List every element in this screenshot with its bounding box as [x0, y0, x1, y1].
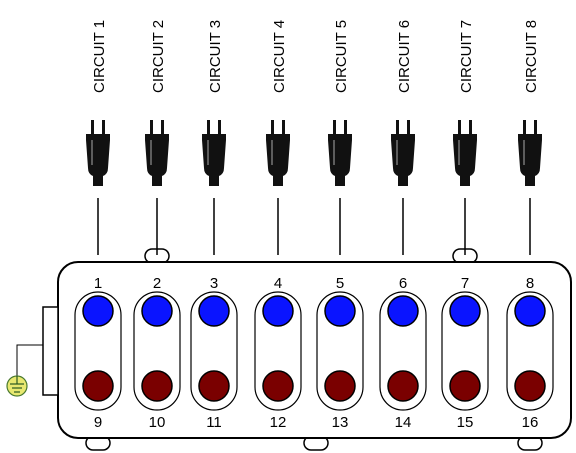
circuit-label: CIRCUIT 1 — [91, 20, 108, 93]
plug-prong — [534, 120, 537, 136]
plug-body — [328, 134, 352, 186]
plug-prong — [469, 120, 472, 136]
circuit-label: CIRCUIT 3 — [207, 20, 224, 93]
red-button — [387, 370, 419, 402]
socket-number-bottom: 13 — [332, 414, 349, 431]
socket-number-bottom: 11 — [206, 414, 222, 431]
plug-prong — [396, 120, 399, 136]
socket-number-bottom: 10 — [149, 414, 166, 431]
circuit-label: CIRCUIT 8 — [523, 20, 540, 93]
plug — [202, 120, 226, 186]
socket-number-bottom: 14 — [395, 414, 412, 431]
circuit: CIRCUIT 2 2 10 — [133, 20, 181, 431]
plug-body — [391, 134, 415, 186]
red-button — [449, 370, 481, 402]
blue-button — [387, 295, 419, 327]
circuit-label: CIRCUIT 6 — [396, 20, 413, 93]
circuit: CIRCUIT 6 6 14 — [379, 20, 427, 431]
socket-number-top: 8 — [526, 275, 534, 292]
plug-body — [518, 134, 542, 186]
socket-number-top: 5 — [336, 275, 344, 292]
blue-button — [198, 295, 230, 327]
plug-prong — [161, 120, 164, 136]
blue-button — [262, 295, 294, 327]
ground-bracket — [42, 306, 59, 396]
plug-prong — [91, 120, 94, 136]
plug-prong — [282, 120, 285, 136]
circuit-label: CIRCUIT 4 — [271, 20, 288, 93]
plug-body — [453, 134, 477, 186]
plug-prong — [102, 120, 105, 136]
blue-button — [82, 295, 114, 327]
red-button — [324, 370, 356, 402]
plug-prong — [523, 120, 526, 136]
plug — [391, 120, 415, 186]
plug-body — [145, 134, 169, 186]
plug-prong — [344, 120, 347, 136]
circuit: CIRCUIT 8 8 16 — [506, 20, 554, 431]
socket-number-top: 4 — [274, 275, 282, 292]
socket-number-top: 1 — [94, 275, 102, 292]
socket-number-bottom: 16 — [522, 414, 539, 431]
circuit: CIRCUIT 7 7 15 — [441, 20, 489, 431]
plug-prong — [407, 120, 410, 136]
circuit: CIRCUIT 5 5 13 — [316, 20, 364, 431]
plug-body — [86, 134, 110, 186]
socket-number-top: 2 — [153, 275, 161, 292]
circuit-label: CIRCUIT 7 — [458, 20, 475, 93]
plug-prong — [458, 120, 461, 136]
blue-button — [324, 295, 356, 327]
plug-body — [266, 134, 290, 186]
red-button — [141, 370, 173, 402]
socket-number-bottom: 9 — [94, 414, 102, 431]
blue-button — [449, 295, 481, 327]
plug-prong — [333, 120, 336, 136]
blue-button — [514, 295, 546, 327]
ground-wire — [16, 344, 43, 376]
circuit-label: CIRCUIT 5 — [333, 20, 350, 93]
red-button — [82, 370, 114, 402]
socket-number-bottom: 15 — [457, 414, 474, 431]
socket-number-top: 6 — [399, 275, 407, 292]
plug-prong — [271, 120, 274, 136]
blue-button — [141, 295, 173, 327]
socket-number-top: 7 — [461, 275, 469, 292]
plug — [328, 120, 352, 186]
plug-prong — [218, 120, 221, 136]
plug-body — [202, 134, 226, 186]
plug — [145, 120, 169, 186]
socket-number-top: 3 — [210, 275, 218, 292]
plug — [453, 120, 477, 186]
circuit: CIRCUIT 1 1 9 — [74, 20, 122, 431]
red-button — [514, 370, 546, 402]
red-button — [198, 370, 230, 402]
circuit: CIRCUIT 3 3 11 — [190, 20, 238, 431]
plug-prong — [150, 120, 153, 136]
plug-prong — [207, 120, 210, 136]
plug — [266, 120, 290, 186]
red-button — [262, 370, 294, 402]
circuit: CIRCUIT 4 4 12 — [254, 20, 302, 431]
ground-symbol — [6, 375, 28, 397]
socket-number-bottom: 12 — [270, 414, 287, 431]
plug — [86, 120, 110, 186]
circuit-label: CIRCUIT 2 — [150, 20, 167, 93]
plug — [518, 120, 542, 186]
